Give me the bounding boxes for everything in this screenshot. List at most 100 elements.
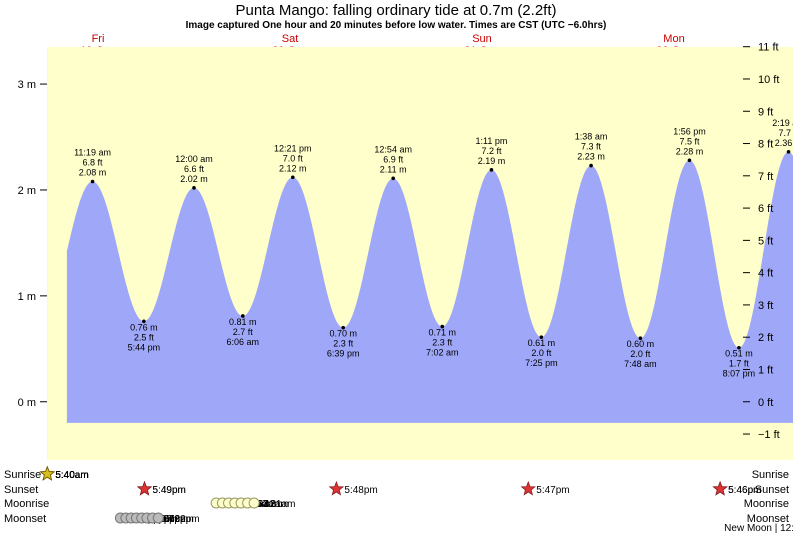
high-tide-label: 2.11 m xyxy=(380,164,407,174)
tide-point xyxy=(341,325,346,330)
high-tide-label: 1:56 pm xyxy=(673,126,706,136)
left-axis: 0 m 1 m 2 m 3 m xyxy=(18,79,47,409)
low-tide-label: 2.0 ft xyxy=(630,349,651,359)
high-tide-label: 12:00 am xyxy=(175,154,213,164)
moonset-row-label-left: Moonset xyxy=(4,513,46,525)
tide-point xyxy=(539,335,544,339)
right-tick-label: 10 ft xyxy=(758,74,779,86)
tide-point xyxy=(638,336,643,341)
sunrise-time: 5:40am xyxy=(55,470,88,481)
right-tick-label: 2 ft xyxy=(758,332,773,344)
high-tide-label: 2.08 m xyxy=(79,167,107,177)
low-tide-label: 0.81 m xyxy=(229,317,257,327)
sunrise-time: 5:40am xyxy=(55,470,88,481)
left-tick-label: 0 m xyxy=(18,397,36,409)
moonset-time: 6:49pm xyxy=(161,514,194,525)
left-tick-label: 2 m xyxy=(18,185,36,197)
plot-area xyxy=(47,47,793,460)
left-tick-label: 3 m xyxy=(18,79,36,91)
sunset-time: 5:48pm xyxy=(344,485,377,496)
tide-area xyxy=(66,151,793,423)
moonrise-row-label-right: Moonrise xyxy=(744,498,789,510)
right-axis: −1 ft 0 ft 1 ft 2 ft 3 ft 4 ft 5 ft 6 ft 7 ft 8 f… xyxy=(743,42,780,441)
low-tide-label: 8:07 pm xyxy=(723,369,756,379)
right-tick-label: 7 ft xyxy=(758,171,773,183)
tide-point xyxy=(440,324,445,329)
high-tide-label: 12:21 pm xyxy=(274,143,312,153)
low-tide-label: 5:44 pm xyxy=(128,342,161,352)
high-tide-label: 6.6 ft xyxy=(184,164,205,174)
tide-point xyxy=(192,186,196,190)
tide-point xyxy=(142,319,146,324)
sunrise-time: 5:40am xyxy=(55,470,88,481)
chart-title: Punta Mango: falling ordinary tide at 0.… xyxy=(235,2,556,19)
sunset-icon xyxy=(328,480,345,496)
high-tide-label: 2.02 m xyxy=(180,174,208,184)
moonset-time: 5:28pm xyxy=(150,514,183,525)
low-tide-label: 1.7 ft xyxy=(729,359,750,369)
day-label-0: Fri xyxy=(92,33,105,45)
right-tick-label: 6 ft xyxy=(758,203,773,215)
low-tide-label: 0.71 m xyxy=(429,328,457,338)
sunset-icon xyxy=(136,480,153,496)
tide-point xyxy=(90,179,95,184)
sunset-row-label-left: Sunset xyxy=(4,484,38,496)
low-tide-label: 2.0 ft xyxy=(531,348,552,358)
low-tide-label: 0.51 m xyxy=(725,349,753,359)
high-tide-label: 2.36 m xyxy=(775,138,793,148)
high-tide-label: 2.23 m xyxy=(577,152,605,162)
tide-point xyxy=(589,163,593,168)
moon-phase-label: New Moon | 12:13am xyxy=(724,523,793,534)
day-label-2: Sun xyxy=(472,33,492,45)
tide-point xyxy=(291,175,295,180)
right-tick-label: 4 ft xyxy=(758,268,773,280)
low-tide-label: 2.5 ft xyxy=(134,332,155,342)
left-tick-label: 1 m xyxy=(18,291,36,303)
sunrise-time: 5:40am xyxy=(55,470,88,481)
moonrise-time: 6:42am xyxy=(256,499,289,510)
high-tide-label: 2.28 m xyxy=(676,146,704,156)
low-tide-label: 7:02 am xyxy=(426,348,459,358)
high-tide-label: 7.0 ft xyxy=(283,153,304,163)
low-tide-label: 2.3 ft xyxy=(432,338,453,348)
sunset-time: 5:49pm xyxy=(153,485,186,496)
sunset-time: 5:47pm xyxy=(536,485,569,496)
tide-point xyxy=(391,176,396,181)
right-tick-label: 1 ft xyxy=(758,364,773,376)
high-tide-label: 1:11 pm xyxy=(476,136,508,146)
tide-point xyxy=(687,158,692,163)
low-tide-label: 0.76 m xyxy=(130,322,158,332)
moonset-icon xyxy=(152,512,164,524)
moonset-row-label-right: Moonset xyxy=(747,513,789,525)
tide-point xyxy=(786,150,791,154)
sunrise-time: 5:40am xyxy=(55,470,88,481)
right-tick-label: 8 ft xyxy=(758,139,773,151)
sunrise-row-label-left: Sunrise xyxy=(4,469,41,481)
right-tick-label: −1 ft xyxy=(758,429,780,441)
high-tide-label: 6.8 ft xyxy=(83,157,104,167)
sunset-time: 5:46pm xyxy=(728,485,761,496)
moonrise-time: 7:31am xyxy=(262,499,295,510)
low-tide-label: 6:39 pm xyxy=(327,349,360,359)
chart-subtitle: Image captured One hour and 20 minutes b… xyxy=(186,20,607,31)
moonrise-time: 5:53am xyxy=(249,499,282,510)
high-tide-label: 2:19 am xyxy=(772,118,793,128)
low-tide-label: 0.60 m xyxy=(627,339,655,349)
tide-point xyxy=(241,314,245,318)
sunset-icon xyxy=(520,480,536,496)
high-tide-label: 11:19 am xyxy=(74,147,111,157)
high-tide-label: 6.9 ft xyxy=(383,154,404,164)
high-tide-label: 7.2 ft xyxy=(481,146,502,156)
sun-moon-rows: Sunrise Sunrise Sunset Sunset Moonrise Moonri… xyxy=(4,465,793,534)
moonrise-icon xyxy=(248,497,260,509)
high-tide-label: 7.3 ft xyxy=(581,142,602,152)
sunrise-icon xyxy=(39,465,56,481)
right-tick-label: 9 ft xyxy=(758,106,773,118)
tide-point xyxy=(737,345,741,350)
sunset-time: 5:49pm xyxy=(153,485,186,496)
low-tide-label: 0.61 m xyxy=(528,338,556,348)
moonrise-time: 5:06am xyxy=(243,499,276,510)
sunrise-time: 5:40am xyxy=(55,470,88,481)
low-tide-label: 7:25 pm xyxy=(525,358,558,368)
